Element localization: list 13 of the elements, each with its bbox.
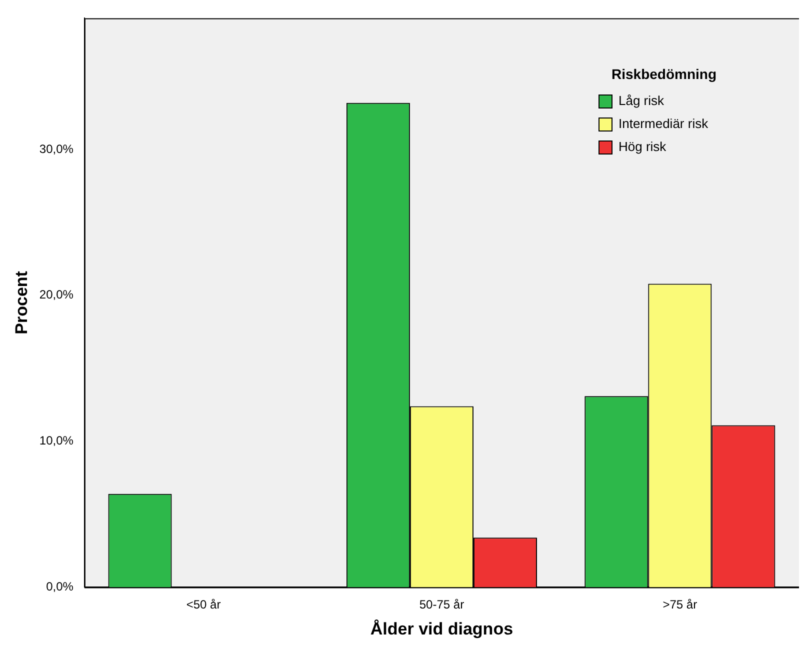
y-tick-label: 30,0% xyxy=(39,142,74,156)
y-axis-title: Procent xyxy=(12,270,31,334)
legend-title: Riskbedömning xyxy=(611,66,717,82)
legend-label: Hög risk xyxy=(618,139,667,154)
x-tick-label: >75 år xyxy=(662,598,698,612)
y-tick-label: 0,0% xyxy=(46,580,74,594)
x-axis-title: Ålder vid diagnos xyxy=(370,619,514,638)
x-tick-label: <50 år xyxy=(186,598,221,612)
legend-label: Intermediär risk xyxy=(618,116,709,132)
x-tick-label: 50-75 år xyxy=(419,598,464,612)
y-tick-label: 10,0% xyxy=(39,434,74,448)
legend-label: Låg risk xyxy=(618,93,665,108)
y-tick-label: 20,0% xyxy=(39,288,74,302)
